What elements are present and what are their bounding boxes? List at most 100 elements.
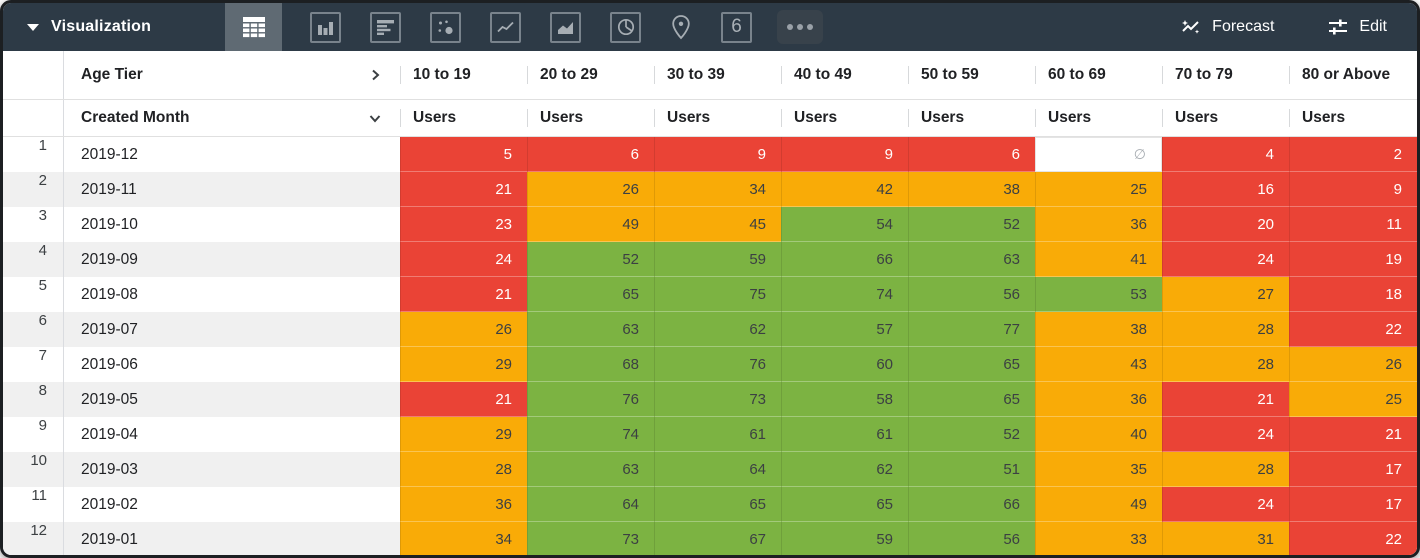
value-cell[interactable]: 65	[908, 347, 1035, 382]
chart-type-pie-button[interactable]	[610, 11, 641, 43]
value-cell[interactable]: 28	[400, 452, 527, 487]
value-cell[interactable]: 18	[1289, 277, 1417, 312]
value-cell[interactable]: 38	[1035, 312, 1162, 347]
measure-header-4[interactable]: Users	[908, 100, 1035, 136]
month-cell[interactable]: 2019-06	[63, 347, 400, 382]
value-cell[interactable]: 17	[1289, 452, 1417, 487]
chart-type-line-button[interactable]	[490, 11, 521, 43]
value-cell[interactable]: 49	[527, 207, 654, 242]
month-cell[interactable]: 2019-04	[63, 417, 400, 452]
measure-header-0[interactable]: Users	[400, 100, 527, 136]
value-cell[interactable]: 26	[1289, 347, 1417, 382]
chart-type-column-button[interactable]	[310, 11, 341, 43]
pivot-value-header-2[interactable]: 30 to 39	[654, 51, 781, 99]
value-cell[interactable]: 33	[1035, 522, 1162, 555]
forecast-button[interactable]: Forecast	[1179, 15, 1274, 39]
value-cell[interactable]: 4	[1162, 137, 1289, 172]
measure-header-6[interactable]: Users	[1162, 100, 1289, 136]
measure-header-7[interactable]: Users	[1289, 100, 1417, 136]
value-cell[interactable]: ∅	[1035, 137, 1162, 172]
value-cell[interactable]: 16	[1162, 172, 1289, 207]
pivot-value-header-0[interactable]: 10 to 19	[400, 51, 527, 99]
value-cell[interactable]: 63	[527, 312, 654, 347]
value-cell[interactable]: 75	[654, 277, 781, 312]
value-cell[interactable]: 65	[908, 382, 1035, 417]
value-cell[interactable]: 76	[654, 347, 781, 382]
value-cell[interactable]: 24	[1162, 487, 1289, 522]
value-cell[interactable]: 36	[400, 487, 527, 522]
value-cell[interactable]: 64	[654, 452, 781, 487]
value-cell[interactable]: 63	[527, 452, 654, 487]
value-cell[interactable]: 21	[1289, 417, 1417, 452]
value-cell[interactable]: 11	[1289, 207, 1417, 242]
value-cell[interactable]: 9	[781, 137, 908, 172]
pivot-value-header-5[interactable]: 60 to 69	[1035, 51, 1162, 99]
chart-type-bar-button[interactable]	[370, 11, 401, 43]
value-cell[interactable]: 60	[781, 347, 908, 382]
value-cell[interactable]: 76	[527, 382, 654, 417]
chart-type-table-button[interactable]	[225, 3, 282, 51]
measure-header-1[interactable]: Users	[527, 100, 654, 136]
value-cell[interactable]: 61	[654, 417, 781, 452]
value-cell[interactable]: 19	[1289, 242, 1417, 277]
measure-header-2[interactable]: Users	[654, 100, 781, 136]
value-cell[interactable]: 58	[781, 382, 908, 417]
value-cell[interactable]: 62	[781, 452, 908, 487]
month-cell[interactable]: 2019-03	[63, 452, 400, 487]
edit-button[interactable]: Edit	[1326, 15, 1387, 39]
value-cell[interactable]: 66	[908, 487, 1035, 522]
value-cell[interactable]: 45	[654, 207, 781, 242]
value-cell[interactable]: 65	[527, 277, 654, 312]
value-cell[interactable]: 41	[1035, 242, 1162, 277]
value-cell[interactable]: 28	[1162, 452, 1289, 487]
value-cell[interactable]: 27	[1162, 277, 1289, 312]
value-cell[interactable]: 42	[781, 172, 908, 207]
value-cell[interactable]: 56	[908, 522, 1035, 555]
value-cell[interactable]: 24	[1162, 417, 1289, 452]
value-cell[interactable]: 9	[1289, 172, 1417, 207]
value-cell[interactable]: 68	[527, 347, 654, 382]
value-cell[interactable]: 21	[400, 172, 527, 207]
value-cell[interactable]: 65	[781, 487, 908, 522]
measure-header-3[interactable]: Users	[781, 100, 908, 136]
value-cell[interactable]: 21	[400, 277, 527, 312]
chevron-right-icon[interactable]	[368, 68, 382, 82]
value-cell[interactable]: 34	[654, 172, 781, 207]
value-cell[interactable]: 62	[654, 312, 781, 347]
pivot-value-header-1[interactable]: 20 to 29	[527, 51, 654, 99]
value-cell[interactable]: 51	[908, 452, 1035, 487]
value-cell[interactable]: 40	[1035, 417, 1162, 452]
value-cell[interactable]: 28	[1162, 347, 1289, 382]
value-cell[interactable]: 28	[1162, 312, 1289, 347]
pivot-value-header-6[interactable]: 70 to 79	[1162, 51, 1289, 99]
chart-type-map-button[interactable]	[670, 14, 692, 40]
value-cell[interactable]: 43	[1035, 347, 1162, 382]
value-cell[interactable]: 52	[527, 242, 654, 277]
value-cell[interactable]: 21	[1162, 382, 1289, 417]
value-cell[interactable]: 66	[781, 242, 908, 277]
pivot-value-header-7[interactable]: 80 or Above	[1289, 51, 1417, 99]
chevron-down-icon[interactable]	[368, 111, 382, 125]
value-cell[interactable]: 29	[400, 417, 527, 452]
value-cell[interactable]: 59	[654, 242, 781, 277]
value-cell[interactable]: 22	[1289, 312, 1417, 347]
value-cell[interactable]: 53	[1035, 277, 1162, 312]
value-cell[interactable]: 6	[527, 137, 654, 172]
month-cell[interactable]: 2019-12	[63, 137, 400, 172]
value-cell[interactable]: 38	[908, 172, 1035, 207]
pivot-value-header-4[interactable]: 50 to 59	[908, 51, 1035, 99]
value-cell[interactable]: 74	[781, 277, 908, 312]
value-cell[interactable]: 52	[908, 417, 1035, 452]
value-cell[interactable]: 6	[908, 137, 1035, 172]
value-cell[interactable]: 9	[654, 137, 781, 172]
pivot-value-header-3[interactable]: 40 to 49	[781, 51, 908, 99]
chart-type-area-button[interactable]	[550, 11, 581, 43]
value-cell[interactable]: 2	[1289, 137, 1417, 172]
value-cell[interactable]: 77	[908, 312, 1035, 347]
value-cell[interactable]: 63	[908, 242, 1035, 277]
value-cell[interactable]: 61	[781, 417, 908, 452]
pivot-field-label[interactable]: Age Tier	[81, 66, 143, 83]
value-cell[interactable]: 56	[908, 277, 1035, 312]
value-cell[interactable]: 21	[400, 382, 527, 417]
visualization-panel-toggle[interactable]: Visualization	[3, 18, 225, 36]
